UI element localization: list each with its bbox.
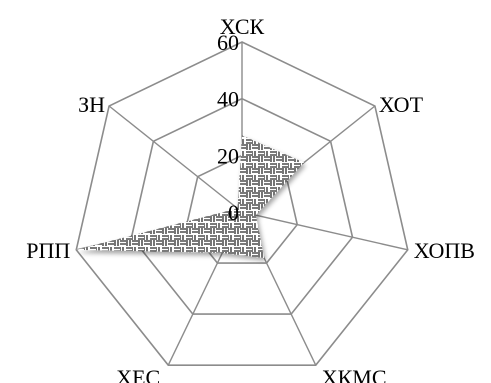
category-label-5: ХЕС	[116, 365, 160, 383]
tick-label-40: 40	[217, 87, 239, 112]
tick-label-60: 60	[217, 30, 239, 55]
series-area-1	[76, 135, 305, 258]
tick-label-0: 0	[228, 200, 239, 225]
category-label-7: ЗН	[78, 92, 105, 117]
category-label-3: ХОПВ	[414, 238, 475, 263]
grid-ring-60	[75, 41, 409, 366]
category-label-2: ХОТ	[379, 92, 424, 117]
grid-ring-20	[185, 154, 299, 264]
tick-label-20: 20	[217, 143, 239, 168]
grid-ring-40	[130, 97, 354, 315]
category-label-1: ХСК	[220, 14, 265, 39]
axis-spoke-3	[241, 211, 408, 251]
axis-spoke-7	[108, 105, 243, 213]
category-label-6: РПП	[26, 238, 70, 263]
category-label-4: ХКМС	[322, 365, 387, 383]
